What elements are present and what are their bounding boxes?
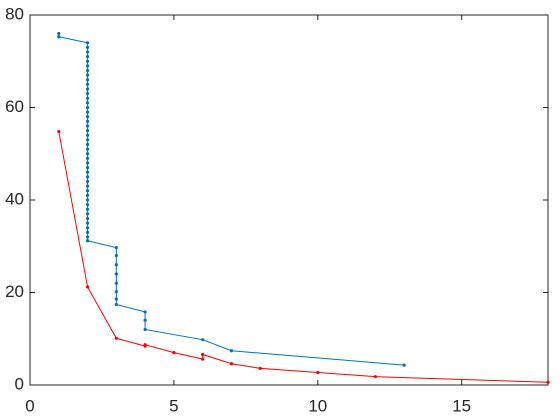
- data-point: [373, 375, 377, 379]
- data-point: [85, 175, 90, 179]
- data-point: [114, 336, 118, 340]
- y-tick-label: 80: [5, 4, 24, 23]
- data-point: [85, 138, 90, 142]
- data-point: [85, 115, 90, 119]
- data-point: [85, 82, 90, 86]
- data-point: [85, 50, 90, 54]
- data-point: [57, 31, 61, 36]
- y-tick-label: 0: [15, 374, 24, 393]
- data-point: [85, 170, 90, 174]
- data-point: [85, 189, 90, 193]
- data-point: [85, 96, 90, 100]
- x-tick-label: 10: [308, 396, 327, 415]
- data-point: [114, 297, 118, 301]
- data-point: [85, 207, 90, 211]
- data-point: [85, 235, 90, 239]
- data-point: [85, 285, 90, 289]
- y-tick-label: 20: [5, 282, 24, 301]
- data-point: [143, 343, 147, 347]
- data-point: [402, 363, 406, 367]
- data-point: [201, 357, 205, 361]
- data-point: [85, 119, 90, 123]
- data-point: [85, 147, 90, 151]
- data-point: [85, 152, 90, 156]
- data-point: [85, 142, 90, 147]
- data-point: [85, 101, 90, 105]
- x-tick-label: 0: [25, 396, 34, 415]
- data-point: [85, 92, 90, 96]
- data-point: [85, 230, 90, 234]
- data-point: [85, 68, 90, 73]
- data-point: [143, 318, 147, 322]
- data-point: [143, 310, 147, 314]
- data-point: [85, 212, 90, 216]
- data-point: [85, 87, 90, 91]
- data-point: [85, 179, 90, 184]
- data-point: [114, 302, 118, 307]
- data-point: [85, 78, 90, 82]
- data-point: [114, 272, 118, 276]
- x-tick-label: 15: [452, 396, 471, 415]
- data-point: [85, 216, 90, 221]
- data-point: [114, 289, 118, 294]
- y-tick-label: 40: [5, 189, 24, 208]
- data-point: [546, 380, 550, 384]
- data-point: [114, 281, 118, 285]
- data-point: [85, 203, 90, 207]
- data-point: [85, 110, 90, 114]
- data-point: [201, 352, 205, 357]
- x-tick-label: 5: [169, 396, 178, 415]
- data-point: [85, 184, 90, 188]
- data-point: [85, 166, 90, 170]
- data-point: [114, 246, 118, 250]
- data-point: [85, 239, 90, 243]
- data-point: [85, 193, 90, 197]
- data-point: [85, 41, 90, 45]
- data-point: [85, 55, 90, 59]
- data-point: [85, 226, 90, 230]
- data-point: [57, 129, 61, 134]
- data-point: [85, 129, 90, 133]
- data-point: [85, 161, 90, 165]
- data-point: [201, 338, 205, 342]
- data-point: [85, 124, 90, 128]
- data-point: [229, 349, 234, 353]
- data-point: [258, 366, 262, 370]
- data-point: [229, 362, 234, 366]
- data-point: [85, 64, 90, 68]
- plot-area: [29, 14, 549, 386]
- data-point: [85, 59, 90, 63]
- data-point: [85, 133, 90, 137]
- data-point: [114, 253, 118, 258]
- data-point: [85, 221, 90, 225]
- data-point: [85, 45, 90, 49]
- data-point: [85, 105, 90, 110]
- data-point: [57, 35, 61, 39]
- data-point: [85, 73, 90, 77]
- data-point: [316, 370, 320, 375]
- data-point: [114, 263, 118, 267]
- data-point: [85, 156, 90, 160]
- data-point: [172, 351, 176, 355]
- data-point: [85, 198, 90, 202]
- y-tick-label: 60: [5, 97, 24, 116]
- data-point: [143, 327, 147, 332]
